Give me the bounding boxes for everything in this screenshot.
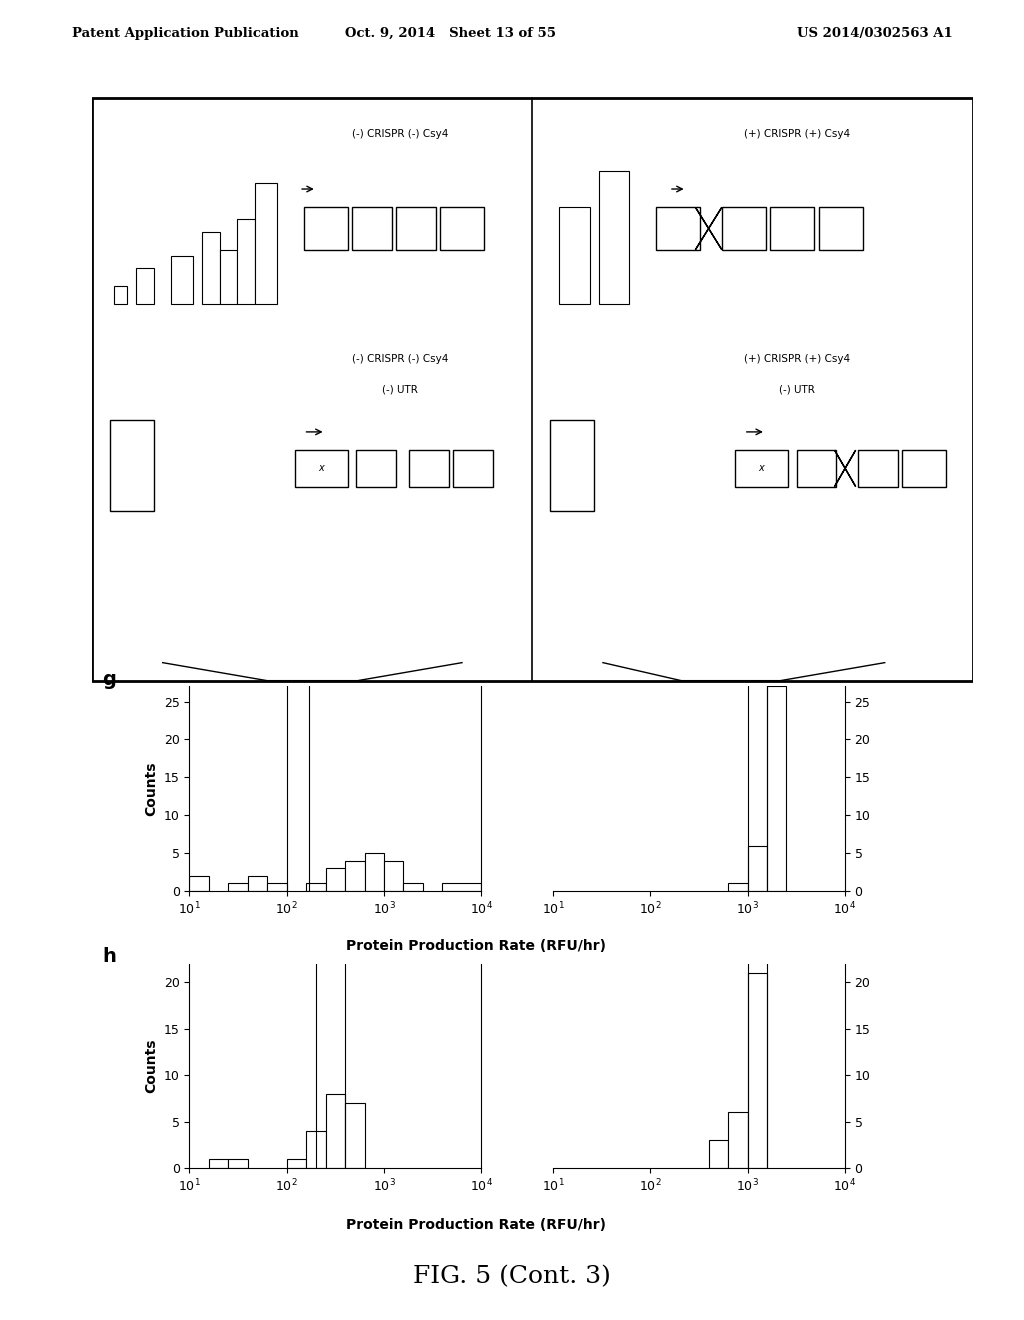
- Text: Patent Application Publication: Patent Application Publication: [72, 26, 298, 40]
- Bar: [110, 420, 154, 511]
- Bar: [767, 686, 786, 891]
- Bar: [189, 876, 209, 891]
- Bar: [410, 450, 449, 487]
- Bar: [722, 207, 766, 249]
- Bar: [114, 286, 127, 305]
- Bar: [384, 861, 403, 891]
- Text: x: x: [759, 463, 764, 474]
- Text: (-) CRISPR (-) Csy4: (-) CRISPR (-) Csy4: [352, 129, 449, 140]
- Bar: [267, 883, 287, 891]
- Bar: [345, 861, 365, 891]
- Bar: [203, 231, 220, 305]
- Text: (-) UTR: (-) UTR: [778, 384, 815, 395]
- Text: h: h: [102, 948, 116, 966]
- Bar: [326, 1094, 345, 1168]
- Bar: [287, 1159, 306, 1168]
- Bar: [902, 450, 946, 487]
- Bar: [255, 183, 278, 305]
- Bar: [770, 207, 814, 249]
- Bar: [365, 853, 384, 891]
- Bar: [550, 420, 594, 511]
- Polygon shape: [695, 228, 722, 249]
- Bar: [396, 207, 435, 249]
- Bar: [220, 249, 238, 305]
- Bar: [295, 450, 347, 487]
- Bar: [748, 973, 767, 1168]
- Bar: [352, 207, 391, 249]
- Polygon shape: [695, 207, 722, 228]
- Bar: [442, 883, 481, 891]
- Text: x: x: [318, 463, 324, 474]
- Text: (+) CRISPR (+) Csy4: (+) CRISPR (+) Csy4: [743, 129, 850, 140]
- Bar: [598, 170, 630, 305]
- Bar: [559, 207, 590, 305]
- Bar: [209, 1159, 228, 1168]
- Text: g: g: [102, 671, 116, 689]
- Text: Protein Production Rate (RFU/hr): Protein Production Rate (RFU/hr): [346, 940, 606, 953]
- Bar: [440, 207, 484, 249]
- Bar: [454, 450, 493, 487]
- Bar: [709, 1140, 728, 1168]
- Bar: [306, 883, 326, 891]
- Text: FIG. 5 (Cont. 3): FIG. 5 (Cont. 3): [413, 1265, 611, 1288]
- Text: Oct. 9, 2014   Sheet 13 of 55: Oct. 9, 2014 Sheet 13 of 55: [345, 26, 556, 40]
- Bar: [326, 869, 345, 891]
- Polygon shape: [835, 469, 856, 487]
- Text: (-) UTR: (-) UTR: [382, 384, 419, 395]
- Bar: [248, 876, 267, 891]
- Bar: [228, 883, 248, 891]
- Bar: [819, 207, 862, 249]
- Bar: [735, 450, 787, 487]
- Y-axis label: Counts: Counts: [144, 762, 159, 816]
- Text: US 2014/0302563 A1: US 2014/0302563 A1: [797, 26, 952, 40]
- Bar: [306, 1131, 326, 1168]
- Bar: [748, 846, 767, 891]
- Text: (+) CRISPR (+) Csy4: (+) CRISPR (+) Csy4: [743, 354, 850, 364]
- Y-axis label: Counts: Counts: [144, 1039, 159, 1093]
- Polygon shape: [835, 450, 856, 469]
- Bar: [356, 450, 396, 487]
- Bar: [728, 883, 748, 891]
- Bar: [228, 1159, 248, 1168]
- Bar: [136, 268, 154, 305]
- Bar: [171, 256, 194, 305]
- Bar: [238, 219, 255, 305]
- Bar: [728, 1113, 748, 1168]
- Bar: [403, 883, 423, 891]
- Bar: [797, 450, 837, 487]
- Bar: [303, 207, 347, 249]
- Text: Protein Production Rate (RFU/hr): Protein Production Rate (RFU/hr): [346, 1218, 606, 1232]
- Bar: [345, 1104, 365, 1168]
- Bar: [858, 450, 898, 487]
- Text: (-) CRISPR (-) Csy4: (-) CRISPR (-) Csy4: [352, 354, 449, 364]
- Bar: [655, 207, 699, 249]
